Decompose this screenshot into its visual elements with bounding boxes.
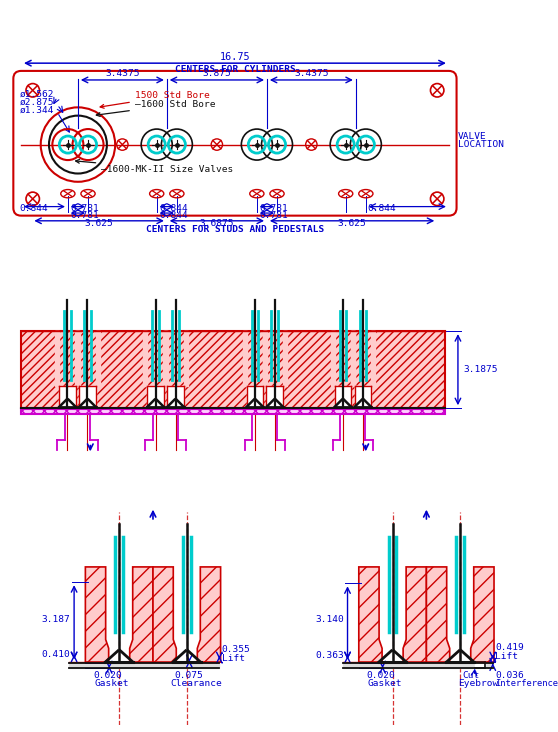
Text: ø1.344: ø1.344 [20, 105, 54, 114]
Text: 0.363: 0.363 [315, 651, 344, 660]
Text: 0.410: 0.410 [42, 650, 70, 659]
Polygon shape [85, 567, 109, 662]
Text: Eyebrow: Eyebrow [458, 679, 498, 688]
Polygon shape [354, 386, 371, 409]
Text: 0.036: 0.036 [496, 671, 524, 680]
Text: ø2.875: ø2.875 [20, 97, 54, 107]
Polygon shape [263, 331, 267, 386]
Text: 3.187: 3.187 [42, 615, 70, 624]
Polygon shape [147, 386, 164, 409]
Text: 16.75: 16.75 [220, 52, 251, 61]
Text: 3.4375: 3.4375 [294, 69, 329, 78]
Text: CENTERS FOR CYLINDERS: CENTERS FOR CYLINDERS [175, 65, 296, 74]
Text: Interference: Interference [496, 679, 558, 688]
Polygon shape [75, 331, 79, 386]
Text: –1600 Std Bore: –1600 Std Bore [97, 100, 215, 116]
Polygon shape [129, 567, 153, 662]
Text: 0.844: 0.844 [159, 211, 188, 220]
Text: VALVE: VALVE [458, 132, 487, 141]
Text: 0.020: 0.020 [366, 671, 395, 680]
Text: 3.140: 3.140 [315, 615, 344, 624]
Text: 0.075: 0.075 [174, 671, 203, 680]
Polygon shape [371, 331, 375, 386]
Polygon shape [96, 331, 100, 386]
Text: 3.6875: 3.6875 [200, 219, 234, 228]
Polygon shape [403, 567, 426, 662]
Text: 0.781: 0.781 [259, 204, 288, 213]
Text: Clearance: Clearance [171, 679, 222, 688]
Polygon shape [247, 386, 263, 409]
Polygon shape [331, 331, 335, 386]
Polygon shape [426, 567, 450, 662]
Bar [21, 331, 445, 408]
Polygon shape [143, 331, 147, 386]
Text: 3.625: 3.625 [338, 219, 367, 228]
Polygon shape [69, 663, 219, 668]
Polygon shape [351, 331, 354, 386]
Text: 0.844: 0.844 [367, 204, 396, 213]
Polygon shape [471, 567, 494, 662]
Text: 1500 Std Bore: 1500 Std Bore [100, 91, 210, 108]
Text: Cut: Cut [463, 671, 480, 680]
Polygon shape [153, 567, 176, 662]
Text: CENTERS FOR STUDS AND PEDESTALS: CENTERS FOR STUDS AND PEDESTALS [146, 225, 325, 234]
Polygon shape [475, 662, 485, 668]
Text: 0.844: 0.844 [20, 204, 49, 213]
Text: Gasket: Gasket [94, 679, 129, 688]
Polygon shape [335, 386, 351, 409]
Text: 0.781: 0.781 [70, 204, 99, 213]
Text: LOCATION: LOCATION [458, 140, 504, 149]
Polygon shape [79, 386, 96, 409]
Text: 0.844: 0.844 [159, 204, 188, 213]
Text: 0.781: 0.781 [70, 211, 99, 220]
Text: 3.1875: 3.1875 [463, 365, 498, 374]
Polygon shape [243, 331, 247, 386]
Polygon shape [283, 331, 287, 386]
Text: 3.625: 3.625 [85, 219, 113, 228]
Text: Lift: Lift [222, 654, 245, 662]
Polygon shape [164, 331, 168, 386]
Polygon shape [184, 331, 187, 386]
Polygon shape [76, 331, 80, 386]
Text: 0.020: 0.020 [93, 671, 122, 680]
Text: 0.781: 0.781 [259, 211, 288, 220]
Polygon shape [267, 386, 283, 409]
Polygon shape [359, 567, 382, 662]
Text: Gasket: Gasket [368, 679, 402, 688]
Text: Lift: Lift [496, 652, 518, 661]
Text: 0.355: 0.355 [222, 645, 251, 654]
Polygon shape [198, 567, 220, 662]
Bar [21, 409, 445, 414]
Text: 0.419: 0.419 [496, 643, 524, 652]
Polygon shape [167, 386, 184, 409]
Text: 3.875: 3.875 [203, 69, 231, 78]
Polygon shape [343, 663, 493, 668]
Polygon shape [263, 331, 267, 386]
Text: ø1.562: ø1.562 [20, 90, 54, 99]
Text: –1600-MK-II Size Valves: –1600-MK-II Size Valves [76, 160, 233, 173]
Polygon shape [163, 331, 167, 386]
Polygon shape [55, 331, 59, 386]
Polygon shape [59, 386, 76, 409]
Polygon shape [351, 331, 355, 386]
Text: 3.4375: 3.4375 [105, 69, 140, 78]
